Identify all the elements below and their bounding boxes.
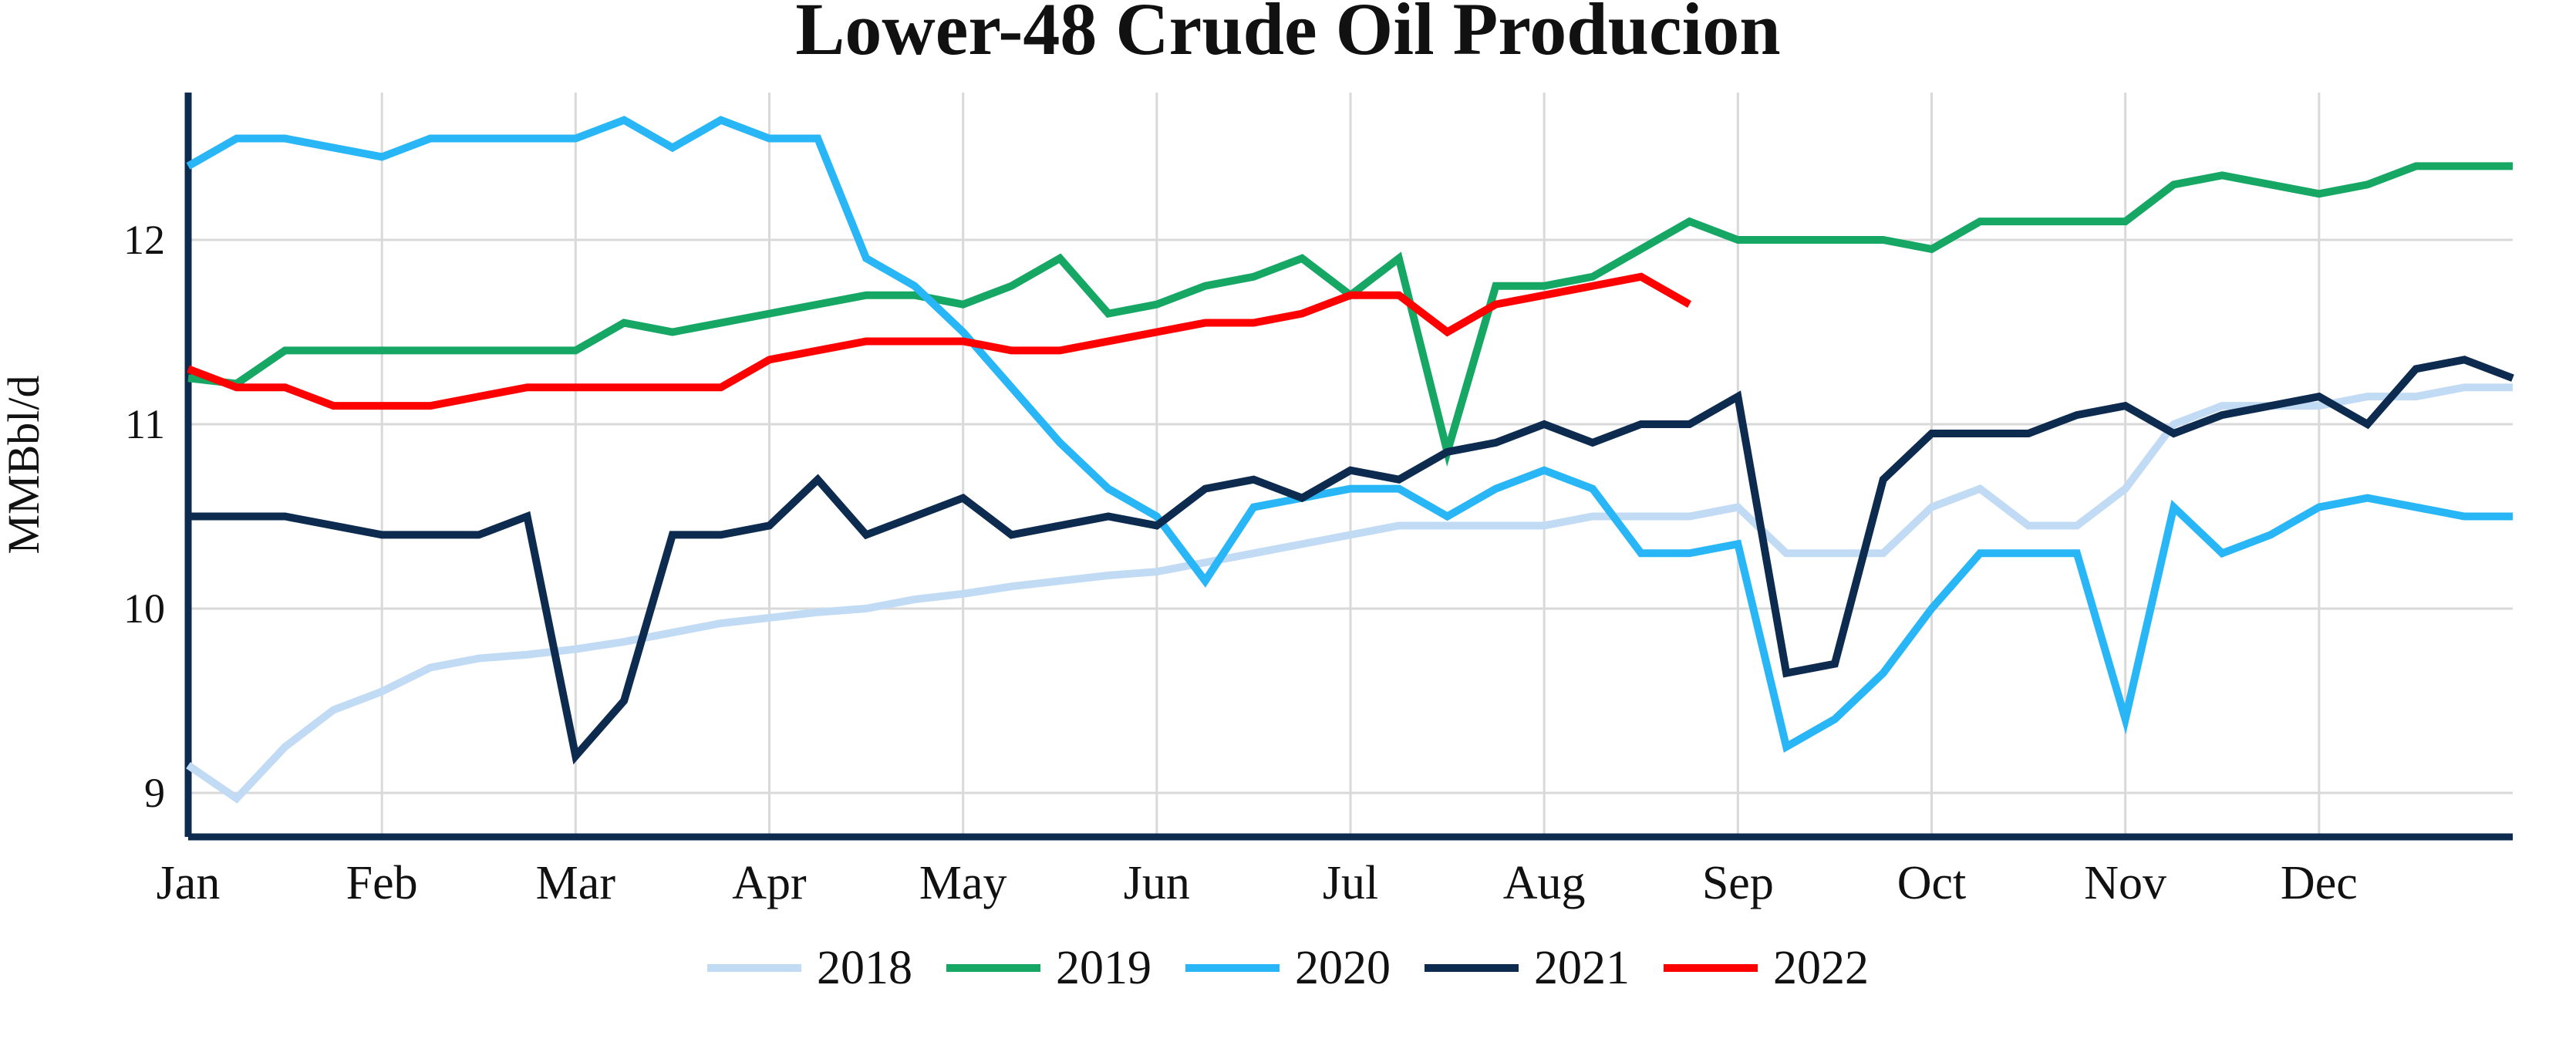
svg-text:Jul: Jul <box>1323 857 1378 909</box>
svg-text:2019: 2019 <box>1056 942 1151 994</box>
svg-text:Nov: Nov <box>2084 857 2166 909</box>
svg-text:2021: 2021 <box>1534 942 1630 994</box>
svg-text:Sep: Sep <box>1702 857 1774 909</box>
svg-text:Jun: Jun <box>1124 857 1190 909</box>
svg-text:2018: 2018 <box>817 942 912 994</box>
svg-text:May: May <box>919 857 1007 909</box>
svg-text:11: 11 <box>125 401 165 447</box>
svg-text:Apr: Apr <box>732 857 807 909</box>
svg-text:10: 10 <box>123 585 165 632</box>
svg-text:Jan: Jan <box>157 857 221 909</box>
svg-text:2022: 2022 <box>1773 942 1869 994</box>
svg-text:Aug: Aug <box>1503 857 1586 909</box>
svg-text:12: 12 <box>123 217 165 263</box>
svg-text:MMBbl/d: MMBbl/d <box>0 375 49 554</box>
svg-text:9: 9 <box>144 770 165 816</box>
svg-text:Feb: Feb <box>346 857 418 909</box>
svg-text:Dec: Dec <box>2281 857 2358 909</box>
svg-text:Mar: Mar <box>536 857 616 909</box>
svg-text:Oct: Oct <box>1897 857 1967 909</box>
svg-text:2020: 2020 <box>1295 942 1391 994</box>
